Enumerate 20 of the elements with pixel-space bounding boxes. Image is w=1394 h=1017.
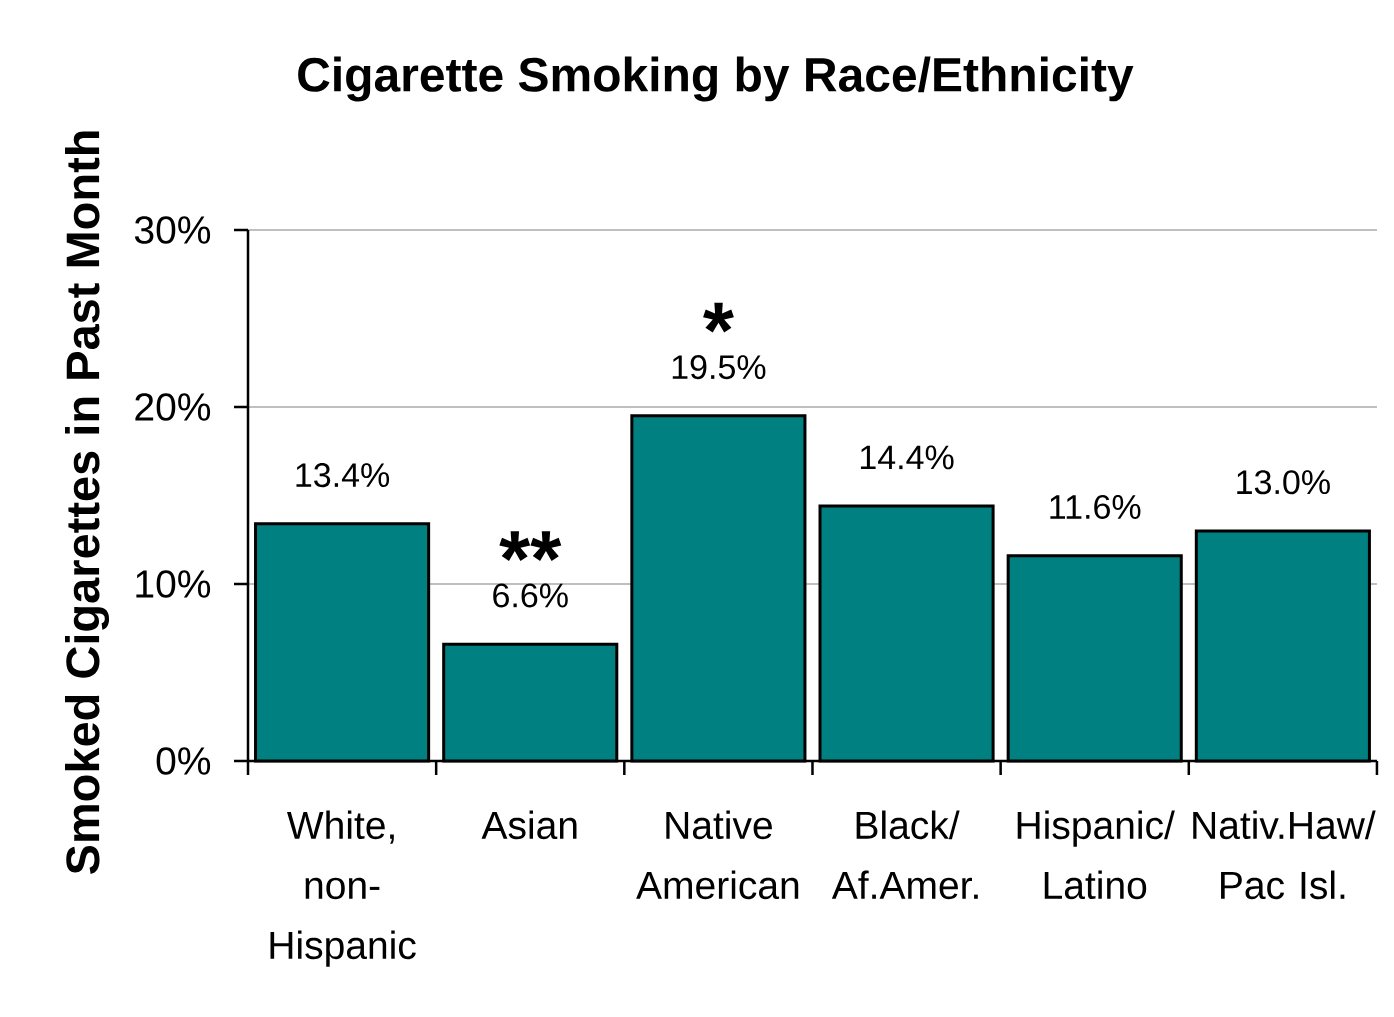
data-label: 19.5% — [672, 355, 766, 380]
data-label: 6.6% — [493, 583, 568, 608]
y-axis-title: Smoked Cigarettes in Past Month — [65, 131, 110, 875]
data-label: 14.4% — [860, 445, 954, 470]
x-tick-label: Hispanic/ Latino — [1017, 810, 1175, 900]
x-tick-label: Asian — [481, 810, 577, 840]
y-tick-label: 30% — [134, 216, 211, 244]
data-label: 11.6% — [1050, 494, 1141, 519]
annotation: ** — [499, 531, 562, 561]
data-label: 13.0% — [1237, 470, 1330, 495]
x-tick-label: Native American — [636, 810, 799, 900]
x-tick-label: Black/ Af.Amer. — [831, 810, 978, 900]
data-label: 13.4% — [296, 463, 390, 488]
y-tick-label: 0% — [156, 747, 211, 775]
annotation: * — [703, 302, 734, 333]
x-tick-label: Nativ.Haw/ Pac Isl. — [1193, 810, 1376, 900]
y-tick-label: 20% — [135, 393, 211, 421]
y-tick-label: 10% — [136, 570, 211, 598]
chart-title: Cigarette Smoking by Race/Ethnicity — [298, 56, 1134, 102]
x-tick-label: White, non-Hispanic — [270, 810, 416, 967]
